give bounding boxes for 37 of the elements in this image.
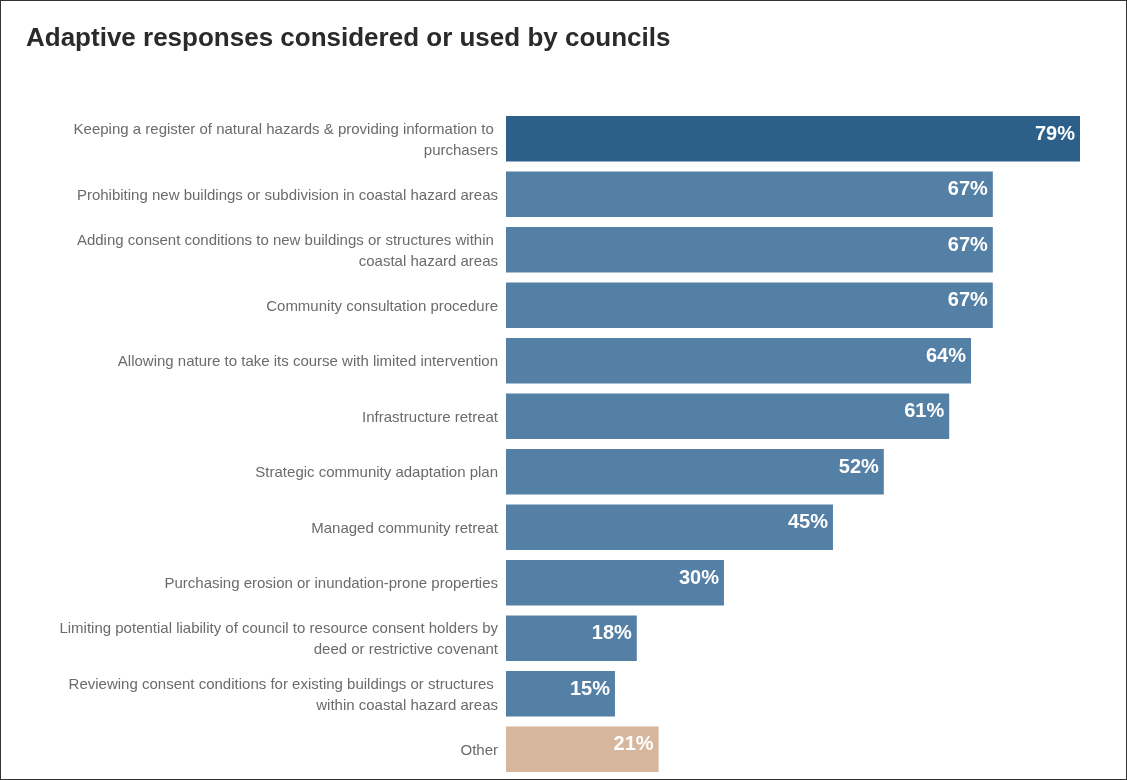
data-label: 64% [925,343,967,366]
y-tick-label: Infrastructure retreat [362,407,499,425]
data-label: 52% [838,454,880,477]
data-label: 30% [678,565,720,588]
data-label: 67% [947,232,989,255]
bar [506,671,615,717]
y-tick-label: Other [460,740,498,758]
bar [506,171,993,218]
y-tick-label: Strategic community adaptation plan [255,463,498,481]
chart-title: Adaptive responses considered or used by councils [26,22,671,52]
bar [506,116,1080,162]
data-label: 61% [904,399,945,422]
bar [506,560,724,606]
bar [506,726,659,773]
data-label: 18% [591,621,632,644]
bar [506,338,972,384]
data-label: 67% [947,288,989,311]
y-tick-label: Prohibiting new buildings or subdivision in coastal hazard areas [76,185,498,203]
bar [506,615,637,662]
y-tick-label: Purchasing erosion or inundation-prone properties [164,574,498,592]
y-tick-label: Limiting potential liability of council to resource consent holders by deed or restrictive covenant [59,619,499,658]
y-tick-label: Managed community retreat [311,518,499,536]
data-label: 67% [947,177,989,200]
y-tick-label: Adding consent conditions to new buildings or structures within coastal hazard areas [76,230,498,269]
bar [506,449,884,495]
data-label: 21% [613,732,654,755]
bar [506,282,993,329]
data-label: 79% [1034,121,1076,144]
y-tick-label: Community consultation procedure [266,296,498,314]
bar [506,227,993,273]
data-label: 15% [569,676,611,699]
y-tick-label: Reviewing consent conditions for existing buildings or structures within coastal hazard areas [68,674,498,713]
bar [506,504,833,551]
bar [506,393,950,440]
y-tick-label: Allowing nature to take its course with limited intervention [117,352,498,370]
y-tick-label: Keeping a register of natural hazards & providing information to purchasers [73,119,498,158]
data-label: 45% [787,510,829,533]
